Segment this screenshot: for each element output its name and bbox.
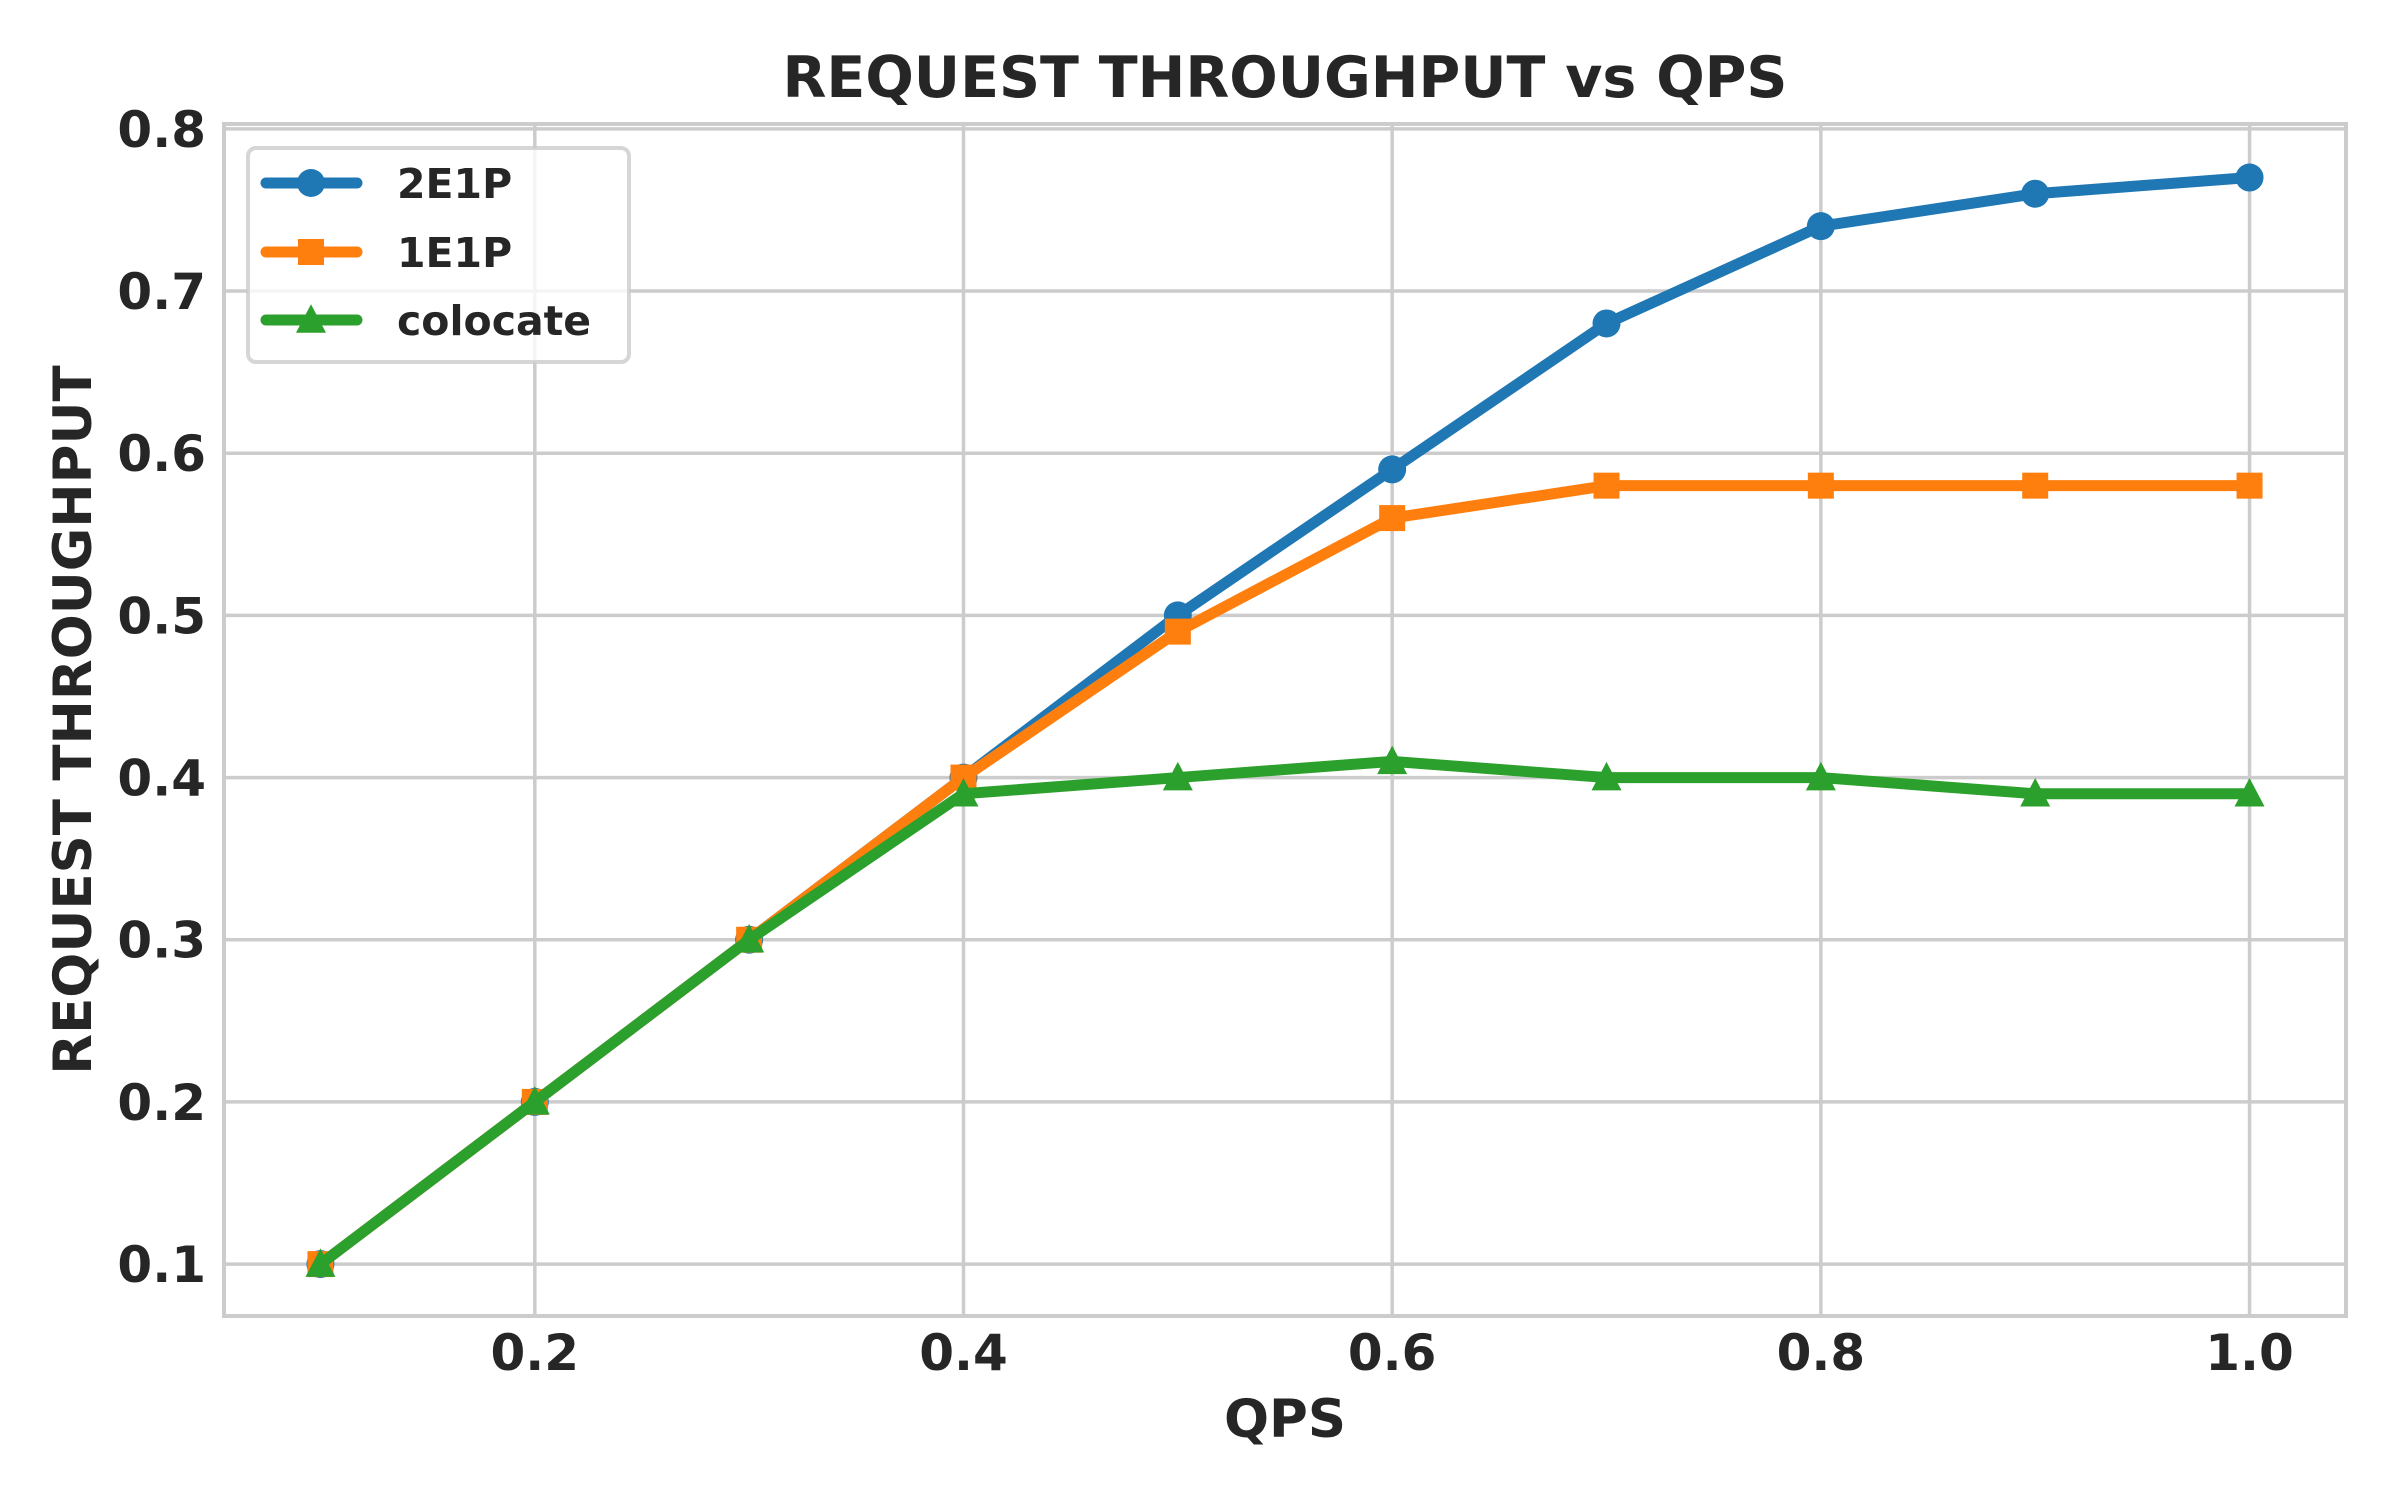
y-axis-label: REQUEST THROUGHPUT xyxy=(43,365,104,1074)
triangle-marker-icon xyxy=(1162,761,1193,791)
circle-marker-icon xyxy=(2021,179,2050,208)
legend-item-2e1p: 2E1P xyxy=(260,160,512,208)
y-tick-label: 0.5 xyxy=(117,587,206,645)
x-tick-label: 0.2 xyxy=(491,1324,580,1382)
x-tick-label: 0.4 xyxy=(919,1324,1008,1382)
legend-item-1e1p: 1E1P xyxy=(260,229,512,277)
legend-circle-marker-icon xyxy=(297,169,325,197)
triangle-marker-icon xyxy=(305,1248,336,1277)
triangle-marker-icon xyxy=(519,1086,550,1115)
square-marker-icon xyxy=(1593,472,1620,499)
triangle-marker-icon xyxy=(948,778,979,807)
y-tick-labels: 0.1 0.2 0.3 0.4 0.5 0.6 0.7 0.8 xyxy=(117,101,206,1294)
x-tick-label: 0.8 xyxy=(1777,1324,1866,1382)
x-axis-label: QPS xyxy=(1224,1389,1346,1450)
triangle-marker-icon xyxy=(1377,745,1408,775)
legend-square-marker-icon xyxy=(298,239,324,265)
legend-label: colocate xyxy=(397,297,591,345)
series-line xyxy=(314,755,2256,1270)
triangle-marker-icon xyxy=(1591,761,1622,791)
triangle-marker-icon xyxy=(1805,761,1836,791)
square-marker-icon xyxy=(1807,472,1834,499)
triangle-marker-icon xyxy=(2020,778,2051,807)
x-tick-labels: 0.2 0.4 0.6 0.8 1.0 xyxy=(491,1324,2294,1382)
y-tick-label: 0.3 xyxy=(117,912,206,970)
y-tick-label: 0.4 xyxy=(117,750,206,808)
y-tick-label: 0.7 xyxy=(117,263,206,321)
square-marker-icon xyxy=(2236,472,2263,499)
triangle-marker-icon xyxy=(734,923,765,953)
legend-box xyxy=(246,146,631,364)
legend-triangle-marker-icon xyxy=(296,304,326,333)
legend: 2E1P 1E1P colocate xyxy=(246,146,631,364)
circle-marker-icon xyxy=(1592,309,1621,338)
x-tick-label: 1.0 xyxy=(2205,1324,2294,1382)
legend-label: 1E1P xyxy=(397,229,512,277)
y-tick-label: 0.1 xyxy=(117,1236,206,1294)
y-tick-label: 0.8 xyxy=(117,101,206,159)
circle-marker-icon xyxy=(1806,212,1835,241)
circle-marker-icon xyxy=(2235,163,2264,192)
y-gridlines xyxy=(224,127,2346,1266)
square-marker-icon xyxy=(2022,472,2049,499)
data-series xyxy=(305,163,2265,1279)
x-tick-label: 0.6 xyxy=(1348,1324,1437,1382)
plot-frame xyxy=(222,122,2348,1318)
chart-title: REQUEST THROUGHPUT vs QPS xyxy=(783,45,1788,111)
series-colocate xyxy=(305,745,2265,1277)
y-tick-label: 0.2 xyxy=(117,1074,206,1132)
triangle-marker-icon xyxy=(2234,778,2265,807)
square-marker-icon xyxy=(1164,618,1191,645)
legend-item-colocate: colocate xyxy=(260,297,591,345)
legend-label: 2E1P xyxy=(397,160,512,208)
x-gridlines xyxy=(533,124,2252,1316)
square-marker-icon xyxy=(1379,505,1406,532)
y-tick-label: 0.6 xyxy=(117,425,206,483)
circle-marker-icon xyxy=(1378,455,1407,484)
